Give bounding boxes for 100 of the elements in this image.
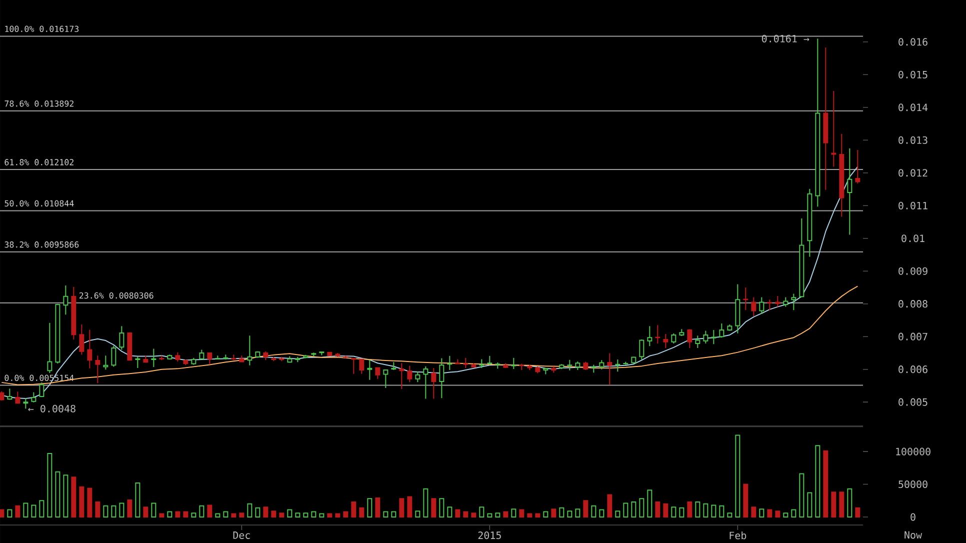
candlestick [463,357,468,369]
bar [719,505,724,518]
candlestick [855,149,860,184]
y-tick-label: 0.006 [898,366,928,374]
candlestick [407,365,412,383]
bar [775,510,780,518]
bar [559,507,564,518]
candlestick [175,352,180,362]
bar [455,509,460,518]
bar [663,503,668,518]
candlestick [311,352,316,358]
bar [703,503,708,518]
bar [47,453,52,518]
candlestick [95,355,100,384]
bar [199,505,204,518]
bar [279,512,284,518]
y-tick-label: 0.01 [902,234,924,242]
ref-line-label: 23.6% 0.0080306 [79,292,154,299]
bar [383,511,388,518]
y-tick-label: 0 [910,513,916,521]
candlestick [631,356,636,364]
bar [7,509,12,518]
bar [367,498,372,518]
candlestick [663,333,668,349]
bar [295,512,300,518]
bar [143,506,148,518]
bar [783,512,788,518]
y-tick-label: 0.011 [898,202,928,210]
candlestick [391,362,396,370]
candlestick [455,358,460,364]
candlestick [207,352,212,365]
bar [751,506,756,518]
candlestick [679,328,684,336]
candlestick [111,345,116,368]
candlestick [87,329,92,369]
bar [527,513,532,518]
candlestick [159,355,164,361]
candlestick [831,90,836,168]
candlestick [351,358,356,374]
bar [767,509,772,518]
bar [423,488,428,518]
bar [319,513,324,518]
bar [343,511,348,518]
bar [759,508,764,518]
candlestick [727,324,732,332]
bar [655,501,660,518]
candlestick [711,330,716,345]
candlestick [223,354,228,360]
candlestick [823,46,828,190]
candlestick [559,364,564,370]
bar [815,445,820,518]
bar [31,504,36,518]
bar [327,513,332,518]
bar [183,511,188,518]
bar [599,509,604,518]
bar [335,513,340,518]
y-tick-label: 50000 [898,480,928,488]
bar [727,512,732,518]
bar [359,507,364,518]
candlestick [7,388,12,400]
bar [95,501,100,518]
candlestick [359,358,364,374]
candlestick [151,348,156,368]
candlestick [751,296,756,316]
bar [63,474,68,518]
candlestick [607,352,612,386]
bar [791,509,796,518]
candlestick [503,362,508,369]
candlestick [847,148,852,236]
candlestick [487,355,492,366]
bar [511,508,516,518]
bar [615,510,620,518]
annotation: ← 0.0048 [28,404,76,412]
y-tick-label: 0.012 [898,169,928,177]
candlestick [743,286,748,311]
candlestick [199,349,204,360]
candlestick [695,335,700,349]
candlestick [807,188,812,258]
ref-line-label: 78.6% 0.013892 [4,100,74,107]
x-tick-label: 2015 [478,532,501,540]
candlestick [279,356,284,362]
candlestick [375,367,380,380]
candlestick [415,371,420,383]
candlestick [295,356,300,363]
candlestick [63,285,68,316]
bar [831,492,836,518]
candlestick [247,335,252,366]
bar [519,509,524,518]
bar [807,492,812,518]
candlestick [527,364,532,370]
candlestick [783,296,788,308]
candlestick [839,133,844,218]
bar [447,506,452,518]
candlestick [71,286,76,340]
candlestick [735,284,740,334]
candlestick [127,332,132,361]
candlestick [791,293,796,311]
candlestick [47,322,52,374]
y-tick-label: 0.014 [898,104,928,112]
bar [87,488,92,518]
